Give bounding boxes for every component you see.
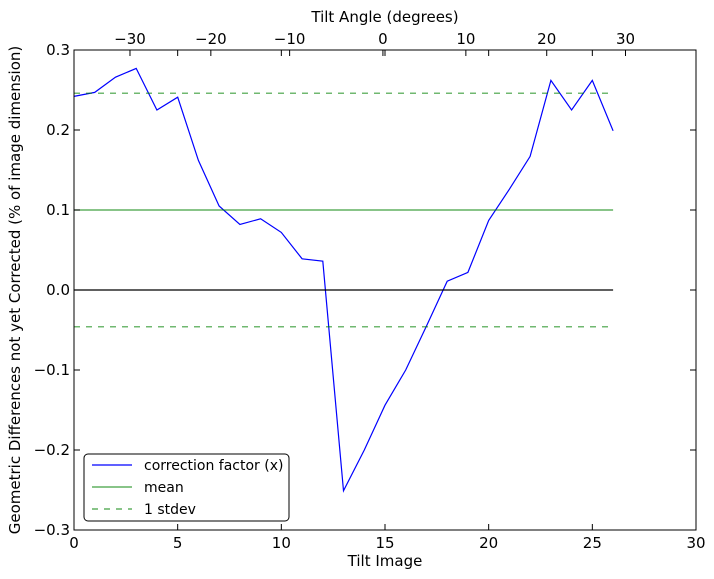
x-tick-label: 25: [583, 534, 602, 552]
y-tick-label: −0.2: [34, 441, 70, 459]
top-tick-label: 30: [616, 30, 635, 48]
top-tick-label: 0: [378, 30, 388, 48]
y-tick-label: 0.1: [46, 201, 70, 219]
legend: correction factor (x) mean 1 stdev: [83, 453, 290, 522]
x-tick-label: 10: [272, 534, 291, 552]
y-tick-label: −0.3: [34, 521, 70, 539]
x-tick-label: 15: [375, 534, 394, 552]
x-axis-label: Tilt Image: [347, 552, 423, 570]
y-tick-label: −0.1: [34, 361, 70, 379]
legend-box: [83, 453, 290, 522]
legend-label: correction factor (x): [144, 458, 283, 474]
series-line-0: [73, 67, 614, 493]
legend-label: 1 stdev: [144, 502, 196, 518]
top-tick-label: 10: [456, 30, 475, 48]
top-tick-label: −30: [114, 30, 146, 48]
top-tick-label: −10: [274, 30, 306, 48]
x-tick-label: 0: [69, 534, 79, 552]
top-tick-label: −20: [195, 30, 227, 48]
x-tick-label: 30: [686, 534, 705, 552]
y-tick-label: 0.2: [46, 121, 70, 139]
series-layer: [73, 67, 614, 493]
x-tick-label: 5: [173, 534, 183, 552]
x-tick-label: 20: [479, 534, 498, 552]
top-tick-label: 20: [537, 30, 556, 48]
legend-label: mean: [144, 480, 184, 496]
top-axis-label: Tilt Angle (degrees): [310, 8, 458, 26]
y-tick-label: 0.3: [46, 41, 70, 59]
y-tick-label: 0.0: [46, 281, 70, 299]
ticks-layer: 0 5 10 15 20 25 30 −0.3 −0.2 −0.1 0.0 0.1 0.2 0.3 −30 −…: [34, 30, 706, 552]
y-axis-label: Geometric Differences not yet Corrected …: [6, 46, 24, 535]
